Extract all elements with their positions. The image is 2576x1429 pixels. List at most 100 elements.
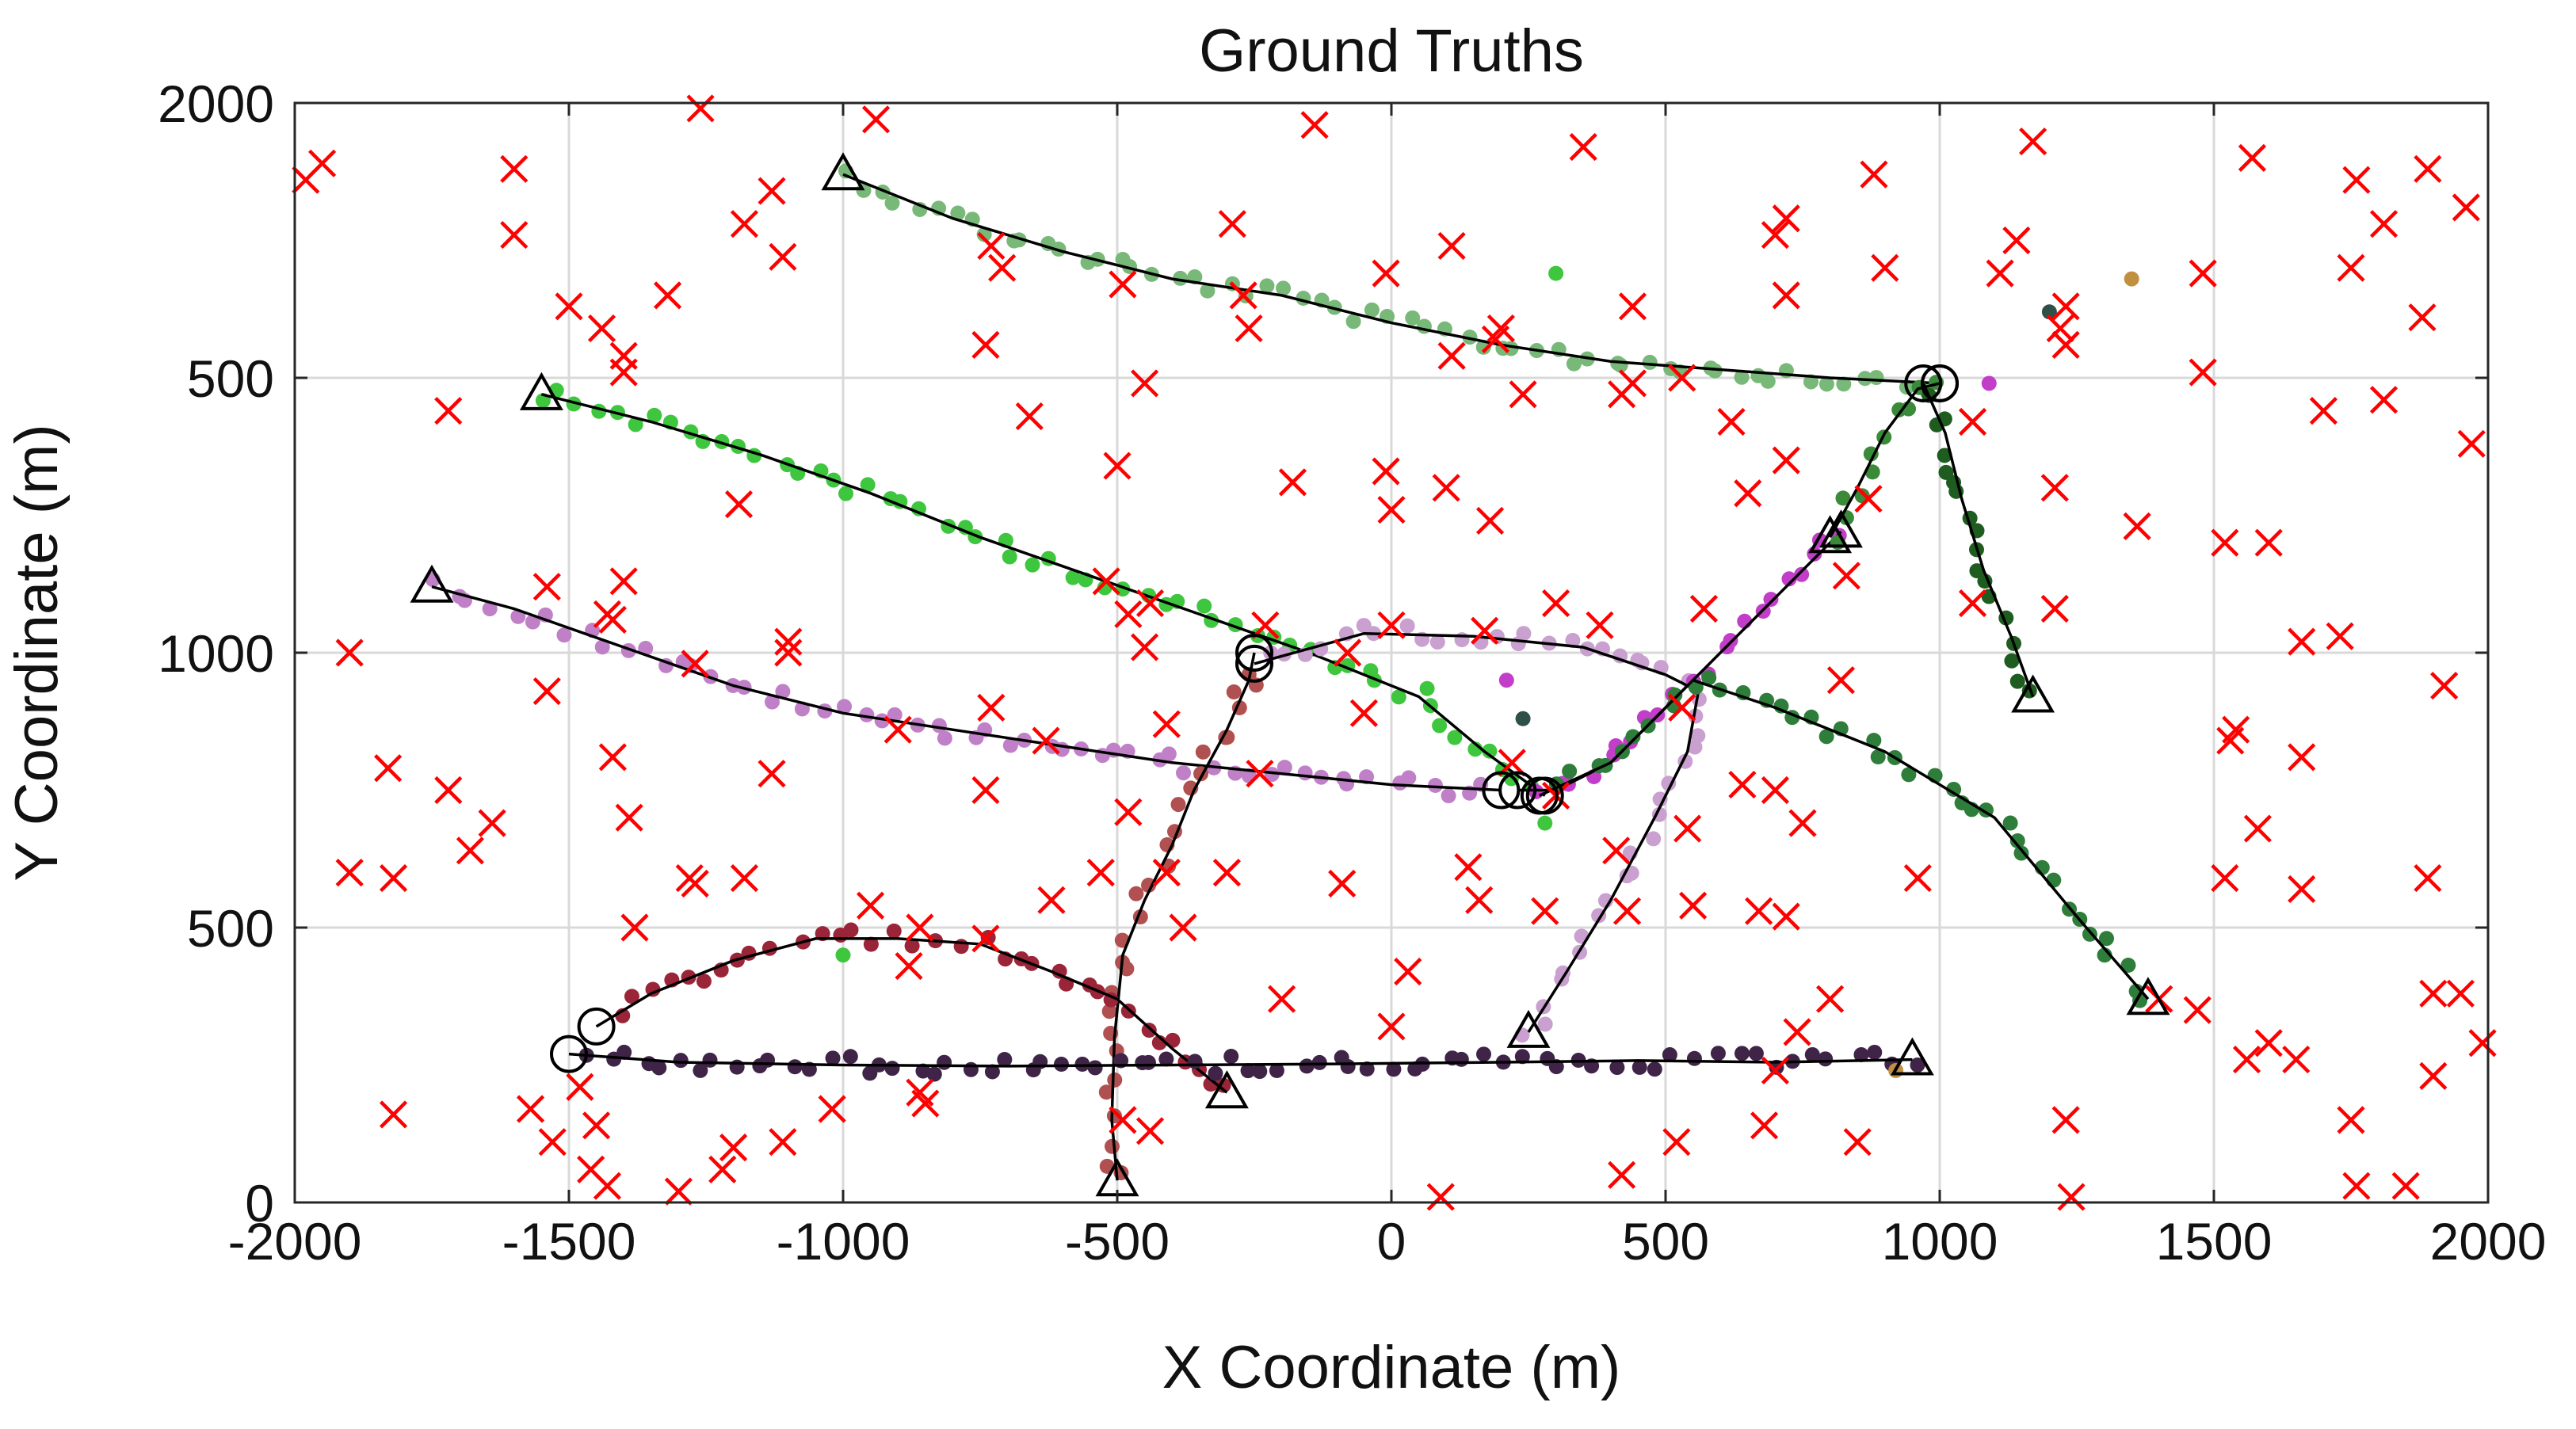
- clutter-marker: [1394, 957, 1422, 986]
- clutter-marker: [1152, 859, 1181, 887]
- clutter-marker: [598, 743, 627, 772]
- detection-point: [696, 974, 712, 989]
- clutter-marker: [2211, 528, 2239, 557]
- clutter-marker: [2391, 1172, 2420, 1200]
- detection-point: [1299, 1058, 1315, 1074]
- detection-point: [1866, 733, 1882, 749]
- detection-point: [628, 417, 643, 433]
- clutter-marker: [2342, 166, 2371, 194]
- clutter-marker: [861, 105, 891, 134]
- stray-detection-point: [1537, 815, 1553, 831]
- detection-point: [886, 923, 902, 939]
- detection-point: [2099, 931, 2115, 947]
- detection-point: [1386, 1061, 1402, 1077]
- clutter-marker: [1903, 863, 1932, 893]
- clutter-marker: [1761, 775, 1789, 805]
- track-start-marker: [519, 372, 563, 410]
- detection-point: [645, 981, 661, 997]
- detection-point: [1158, 1051, 1174, 1067]
- detection-point: [1818, 1051, 1834, 1067]
- detection-point: [1946, 781, 1962, 797]
- clutter-marker: [1788, 809, 1817, 837]
- detection-point: [1687, 739, 1703, 755]
- detection-point: [1609, 1060, 1625, 1076]
- clutter-marker: [2243, 814, 2272, 843]
- x-tick-label: 1000: [1882, 1212, 1998, 1271]
- detection-point: [833, 927, 849, 943]
- clutter-marker: [2337, 1106, 2365, 1134]
- clutter-marker: [1372, 457, 1400, 486]
- clutter-marker: [1854, 485, 1883, 513]
- clutter-marker: [532, 573, 561, 601]
- detection-point: [1196, 598, 1212, 614]
- track-start-marker: [1204, 1070, 1249, 1109]
- detection-point: [1652, 791, 1668, 807]
- clutter-marker: [1037, 886, 1066, 914]
- clutter-marker: [532, 676, 561, 706]
- clutter-marker: [2232, 1045, 2261, 1074]
- clutter-marker: [1328, 869, 1357, 898]
- detection-point: [1868, 370, 1884, 386]
- detection-point: [1065, 570, 1081, 585]
- detection-point: [1002, 737, 1018, 753]
- clutter-marker: [686, 94, 715, 123]
- clutter-marker: [906, 1078, 934, 1107]
- clutter-marker: [1135, 1117, 1165, 1145]
- track-end-marker: [1520, 776, 1559, 815]
- detection-point: [1141, 878, 1157, 894]
- detection-point: [2013, 845, 2029, 861]
- clutter-marker: [1509, 380, 1537, 409]
- detection-point: [1690, 728, 1706, 744]
- clutter-marker: [1618, 369, 1647, 398]
- detection-point: [1401, 770, 1417, 786]
- detection-point: [1187, 1054, 1203, 1069]
- detection-point: [1540, 1050, 1555, 1066]
- detection-point: [1025, 557, 1040, 573]
- clutter-marker: [615, 803, 643, 832]
- clutter-marker: [675, 863, 704, 893]
- clutter-marker: [977, 693, 1006, 722]
- clutter-marker: [1246, 760, 1274, 788]
- detection-point: [1647, 1061, 1662, 1077]
- detection-point: [1625, 729, 1641, 745]
- clutter-marker: [1717, 407, 1746, 436]
- detection-point: [1399, 618, 1415, 634]
- detection-point: [1276, 280, 1292, 296]
- detection-point: [1937, 448, 1952, 463]
- clutter-marker: [593, 600, 622, 629]
- clutter-marker: [1542, 589, 1570, 618]
- clutter-marker: [374, 754, 403, 783]
- detection-point: [984, 1064, 1000, 1080]
- tick-label-layer: -2000 -1500 -1000 -500 0 500 1000 1500 2000 0 500 1…: [158, 74, 2546, 1271]
- ground-truth-line: [1539, 678, 2150, 1000]
- clutter-marker: [582, 1111, 611, 1140]
- detection-point: [1432, 718, 1448, 734]
- clutter-marker: [1109, 1106, 1137, 1134]
- clutter-marker: [2408, 303, 2437, 332]
- clutter-marker: [434, 775, 463, 805]
- clutter-marker: [1602, 836, 1631, 865]
- detection-point: [525, 614, 540, 630]
- clutter-marker: [1169, 913, 1197, 942]
- x-tick-label: -2000: [228, 1212, 362, 1271]
- clutter-marker: [724, 490, 754, 519]
- detection-point: [624, 989, 639, 1004]
- detection-point: [1938, 464, 1954, 480]
- detection-point: [1734, 1046, 1750, 1061]
- clutter-marker: [379, 863, 408, 893]
- track-end-marker: [1482, 771, 1521, 810]
- track-end-marker: [1235, 644, 1273, 683]
- detection-point: [2120, 957, 2136, 973]
- detection-point: [2002, 815, 2018, 831]
- clutter-marker: [1986, 259, 2014, 288]
- clutter-marker: [1816, 985, 1845, 1013]
- detection-point: [1565, 633, 1581, 649]
- clutter-marker: [857, 891, 885, 920]
- detection-point: [1277, 760, 1292, 775]
- clutter-marker: [335, 859, 364, 887]
- detection-point: [1195, 744, 1211, 760]
- clutter-marker: [2189, 259, 2217, 288]
- ground-truth-line: [568, 1052, 1913, 1068]
- detection-point: [884, 1061, 900, 1077]
- ground-truth-line: [1110, 652, 1256, 1181]
